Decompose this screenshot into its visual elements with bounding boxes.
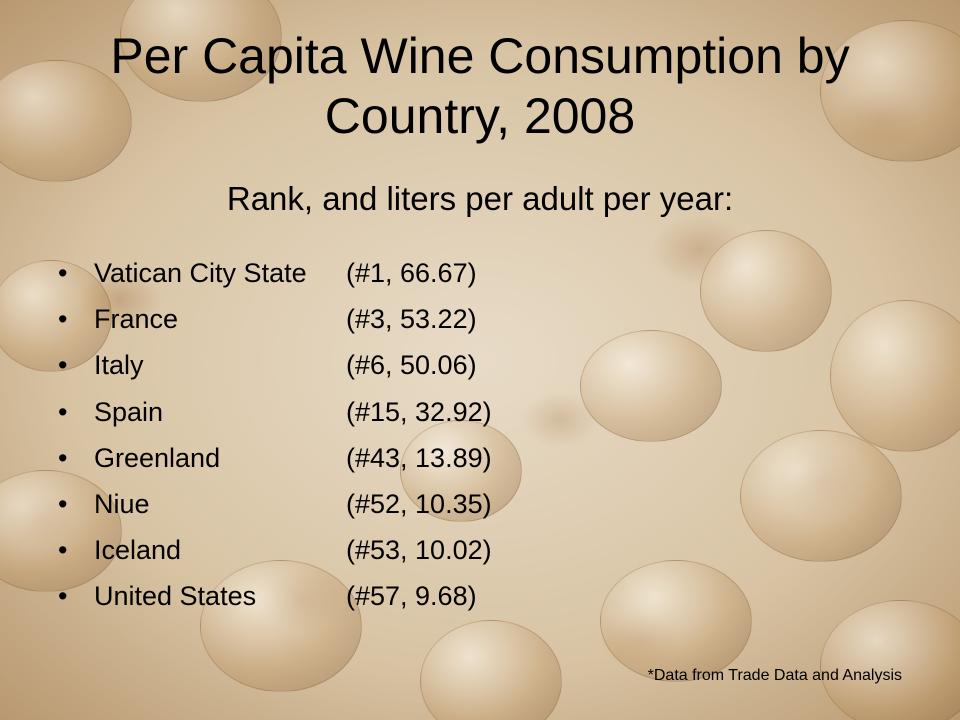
- bullet-icon: •: [58, 396, 68, 427]
- country-name: Greenland: [94, 442, 221, 473]
- rank-and-liters: (#57, 9.68): [346, 581, 477, 612]
- rank-and-liters: (#6, 50.06): [346, 350, 477, 381]
- bullet-icon: •: [58, 258, 68, 288]
- list-item: • United States (#57, 9.68): [58, 573, 658, 619]
- rank-and-liters: (#43, 13.89): [346, 442, 492, 473]
- list-item: • Niue (#52, 10.35): [58, 481, 658, 527]
- slide-title: Per Capita Wine Consumption by Country, …: [110, 28, 850, 144]
- list-item: • Iceland (#53, 10.02): [58, 527, 658, 573]
- bullet-icon: •: [58, 442, 68, 473]
- rank-and-liters: (#3, 53.22): [346, 304, 477, 335]
- rank-and-liters: (#52, 10.35): [346, 488, 492, 519]
- country-name: Iceland: [94, 535, 182, 566]
- list-item: • Vatican City State (#1, 66.67): [58, 250, 658, 296]
- country-name: Spain: [94, 396, 164, 427]
- country-name: Italy: [94, 350, 144, 381]
- country-name: France: [94, 304, 179, 335]
- list-item: • Italy (#6, 50.06): [58, 342, 658, 388]
- country-list: • Vatican City State (#1, 66.67) • Franc…: [58, 250, 658, 620]
- bullet-icon: •: [58, 304, 68, 335]
- slide-subtitle: Rank, and liters per adult per year:: [226, 180, 734, 217]
- data-source-note: *Data from Trade Data and Analysis: [647, 667, 902, 684]
- bullet-icon: •: [58, 535, 68, 566]
- rank-and-liters: (#15, 32.92): [346, 396, 492, 427]
- list-item: • France (#3, 53.22): [58, 296, 658, 342]
- list-item: • Greenland (#43, 13.89): [58, 435, 658, 481]
- country-name: Niue: [94, 488, 150, 519]
- bullet-icon: •: [58, 350, 68, 381]
- country-name: Vatican City State: [94, 258, 307, 288]
- list-item: • Spain (#15, 32.92): [58, 389, 658, 435]
- rank-and-liters: (#1, 66.67): [346, 258, 477, 288]
- country-name: United States: [94, 581, 257, 612]
- bullet-icon: •: [58, 488, 68, 519]
- bullet-icon: •: [58, 581, 68, 612]
- rank-and-liters: (#53, 10.02): [346, 535, 492, 566]
